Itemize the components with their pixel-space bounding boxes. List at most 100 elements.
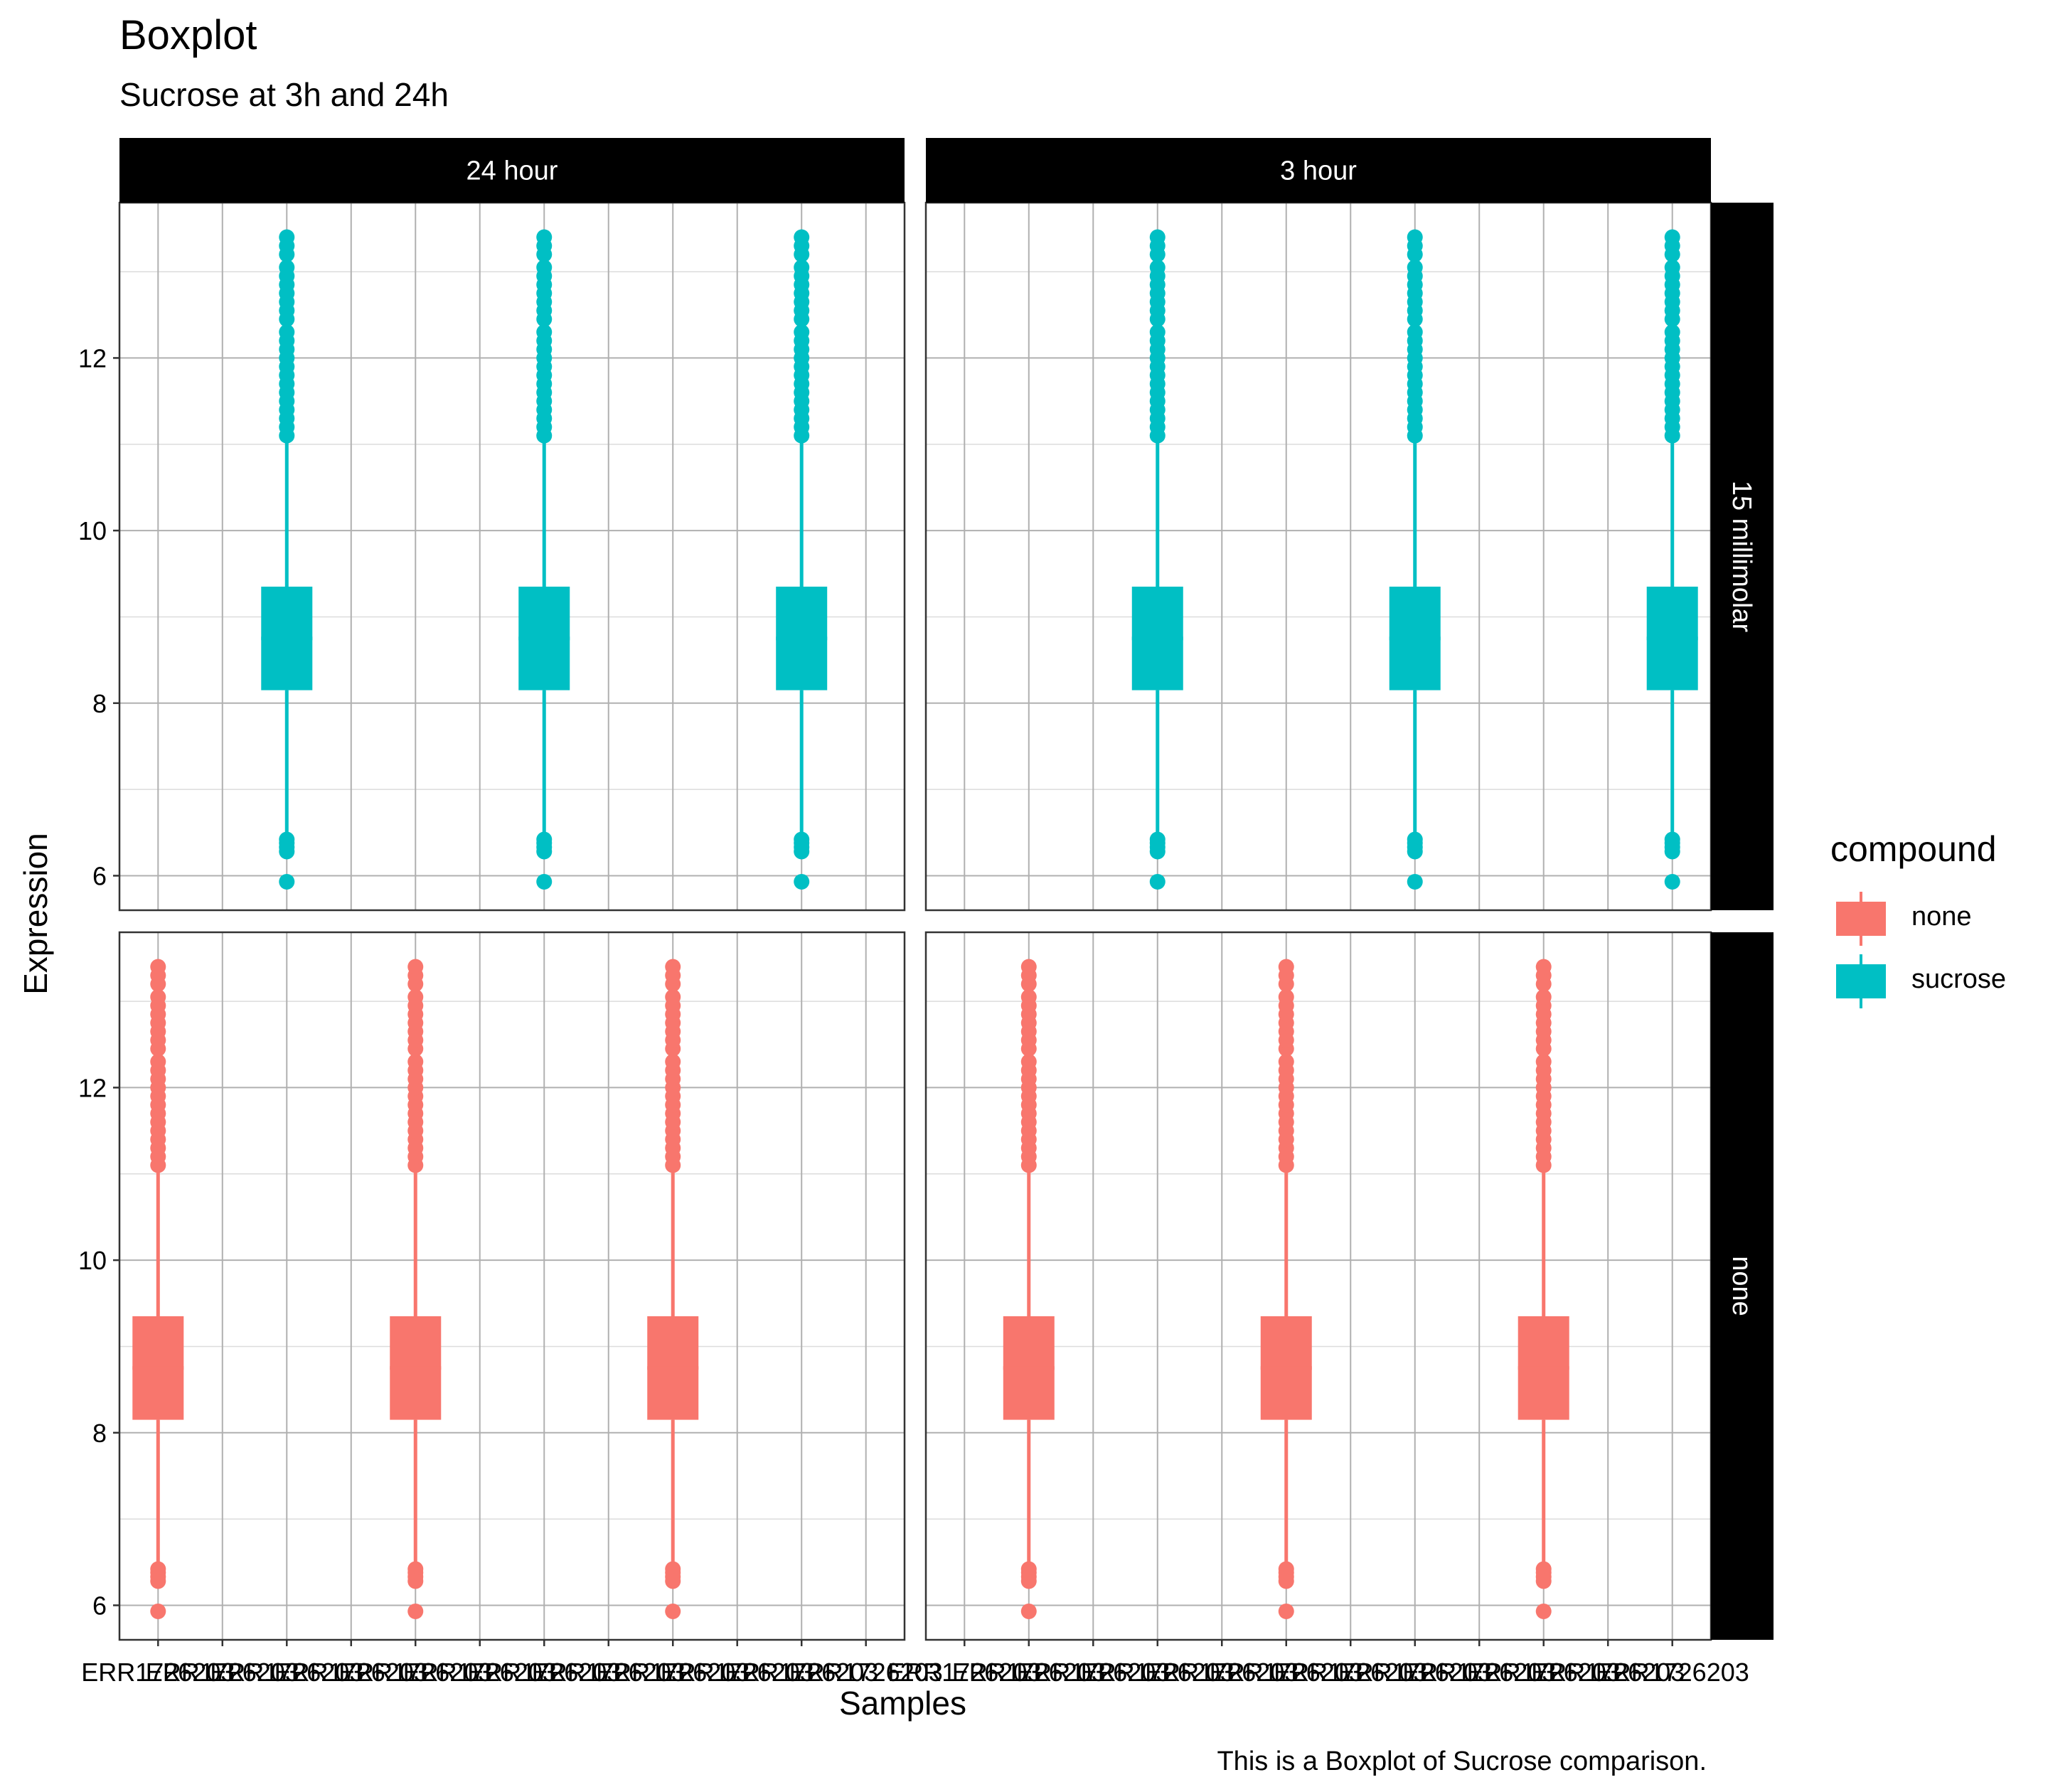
outlier-point — [794, 324, 810, 341]
outlier-point — [1407, 229, 1423, 245]
outlier-point — [1535, 1573, 1552, 1589]
outlier-point — [150, 1573, 166, 1589]
outlier-point — [279, 843, 295, 860]
facet-strip-label: 15 millimolar — [1727, 481, 1756, 633]
chart-caption: This is a Boxplot of Sucrose comparison. — [1217, 1746, 1707, 1776]
x-tick-label: ERR1726203 — [403, 1658, 557, 1687]
y-axis-label: Expression — [17, 833, 54, 995]
outlier-point — [1664, 873, 1680, 890]
outlier-point — [536, 324, 553, 341]
outlier-point — [665, 989, 681, 1006]
outlier-point — [1149, 843, 1166, 860]
facet-strip-column — [926, 138, 1711, 203]
outlier-point — [279, 873, 295, 890]
x-tick-label: ERR1726203 — [1016, 1658, 1170, 1687]
outlier-point — [665, 1573, 681, 1589]
outlier-point — [1149, 260, 1166, 276]
outlier-point — [1020, 1054, 1037, 1070]
chart-subtitle: Sucrose at 3h and 24h — [119, 76, 449, 113]
outlier-point — [407, 959, 424, 975]
outlier-point — [407, 1054, 424, 1070]
x-tick-label: ERR1726203 — [532, 1658, 686, 1687]
outlier-point — [1407, 873, 1423, 890]
outlier-point — [1149, 324, 1166, 341]
legend-label-sucrose: sucrose — [1911, 964, 2007, 994]
outlier-point — [1149, 873, 1166, 890]
x-tick-label: ERR1726203 — [210, 1658, 363, 1687]
panel-background — [119, 203, 905, 910]
facet-strip-label: none — [1727, 1256, 1756, 1316]
panel-background — [926, 203, 1711, 910]
outlier-point — [1278, 1573, 1294, 1589]
facet-strip-row — [1711, 932, 1774, 1640]
x-axis-label: Samples — [839, 1685, 966, 1722]
outlier-point — [1020, 959, 1037, 975]
legend-label-none: none — [1911, 902, 1972, 932]
outlier-point — [279, 324, 295, 341]
outlier-point — [536, 843, 553, 860]
legend-key-none — [1836, 902, 1886, 936]
outlier-point — [407, 1603, 424, 1619]
x-tick-label: ERR1726203 — [146, 1658, 299, 1687]
outlier-point — [1664, 229, 1680, 245]
facet-strip-label: 24 hour — [466, 156, 558, 186]
outlier-point — [665, 1054, 681, 1070]
x-tick-label: ERR1726203 — [887, 1658, 1041, 1687]
legend-title: compound — [1830, 829, 1997, 869]
outlier-point — [1535, 989, 1552, 1006]
y-tick-label: 12 — [78, 343, 107, 373]
y-tick-label: 10 — [78, 516, 107, 545]
x-tick-label: ERR1726203 — [1145, 1658, 1298, 1687]
outlier-point — [1407, 260, 1423, 276]
x-tick-label: ERR1726203 — [952, 1658, 1106, 1687]
outlier-point — [794, 229, 810, 245]
x-tick-label: ERR1726203 — [1274, 1658, 1427, 1687]
x-tick-label: ERR1726203 — [338, 1658, 492, 1687]
outlier-point — [407, 989, 424, 1006]
outlier-point — [1020, 1573, 1037, 1589]
outlier-point — [279, 260, 295, 276]
outlier-point — [794, 843, 810, 860]
x-tick-label: ERR1726203 — [1081, 1658, 1234, 1687]
x-tick-label: ERR1726203 — [1402, 1658, 1556, 1687]
outlier-point — [665, 1603, 681, 1619]
outlier-point — [1535, 1603, 1552, 1619]
outlier-point — [1149, 229, 1166, 245]
y-tick-label: 8 — [92, 1419, 107, 1448]
x-tick-label: ERR1726203 — [1531, 1658, 1685, 1687]
outlier-point — [1020, 1603, 1037, 1619]
x-tick-label: ERR1726203 — [1338, 1658, 1492, 1687]
x-tick-label: ERR1726203 — [661, 1658, 814, 1687]
facet-strip-row — [1711, 203, 1774, 910]
x-tick-label: ERR1726203 — [81, 1658, 235, 1687]
outlier-point — [536, 229, 553, 245]
outlier-point — [1664, 843, 1680, 860]
outlier-point — [1535, 959, 1552, 975]
x-tick-label: ERR1726203 — [1596, 1658, 1749, 1687]
outlier-point — [1278, 1603, 1294, 1619]
outlier-point — [665, 959, 681, 975]
outlier-point — [536, 260, 553, 276]
outlier-point — [794, 873, 810, 890]
outlier-point — [279, 229, 295, 245]
outlier-point — [1020, 989, 1037, 1006]
outlier-point — [150, 1054, 166, 1070]
x-tick-label: ERR1726203 — [725, 1658, 878, 1687]
x-tick-label: ERR1726203 — [274, 1658, 428, 1687]
outlier-point — [1664, 324, 1680, 341]
outlier-point — [1278, 959, 1294, 975]
x-tick-label: ERR1726203 — [596, 1658, 750, 1687]
chart-title: Boxplot — [119, 12, 257, 58]
panel-background — [119, 932, 905, 1640]
y-tick-label: 10 — [78, 1246, 107, 1275]
y-tick-label: 8 — [92, 689, 107, 718]
outlier-point — [150, 989, 166, 1006]
y-tick-label: 12 — [78, 1073, 107, 1102]
facet-strip-column — [119, 138, 905, 203]
outlier-point — [1407, 324, 1423, 341]
outlier-point — [1407, 843, 1423, 860]
x-tick-label: ERR1726203 — [1467, 1658, 1621, 1687]
y-tick-label: 6 — [92, 1591, 107, 1620]
outlier-point — [1535, 1054, 1552, 1070]
